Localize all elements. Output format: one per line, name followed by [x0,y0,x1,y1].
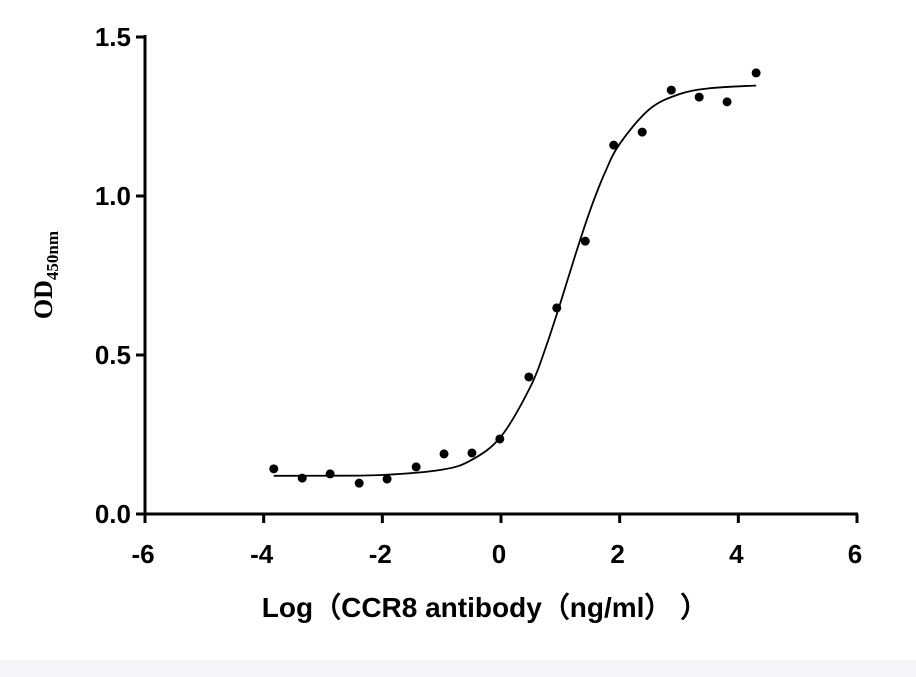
y-tick-label: 1.0 [95,181,131,211]
x-tick-label: 2 [610,539,624,569]
x-tick-label: -6 [131,539,154,569]
data-point [354,478,364,488]
x-axis-label: Log（CCR8 antibody（ng/ml） ） [262,591,708,623]
x-tick-label: -4 [250,539,274,569]
x-tick-label: 0 [492,539,506,569]
data-point [382,474,392,484]
y-axis-label: OD450nm [29,231,62,319]
footer-band [0,660,916,677]
data-point [694,92,704,102]
x-tick-label: 6 [848,539,862,569]
data-point [637,127,647,137]
data-point [524,372,534,382]
x-tick-label: 4 [729,539,744,569]
data-point [609,140,619,150]
data-point [580,236,590,246]
data-point [666,85,676,95]
data-point [325,469,335,479]
fit-curve [273,84,757,477]
y-label-main: OD [29,280,58,319]
y-tick-label: 0.0 [95,499,131,529]
data-point [439,449,449,459]
y-tick-label: 1.5 [95,22,131,52]
y-tick-label: 0.5 [95,340,131,370]
data-point [751,68,761,78]
data-point [411,462,421,472]
data-point [722,97,732,107]
x-tick-label: -2 [369,539,392,569]
data-point [467,448,477,458]
data-point [269,464,279,474]
y-label-sub: 450nm [43,231,62,280]
